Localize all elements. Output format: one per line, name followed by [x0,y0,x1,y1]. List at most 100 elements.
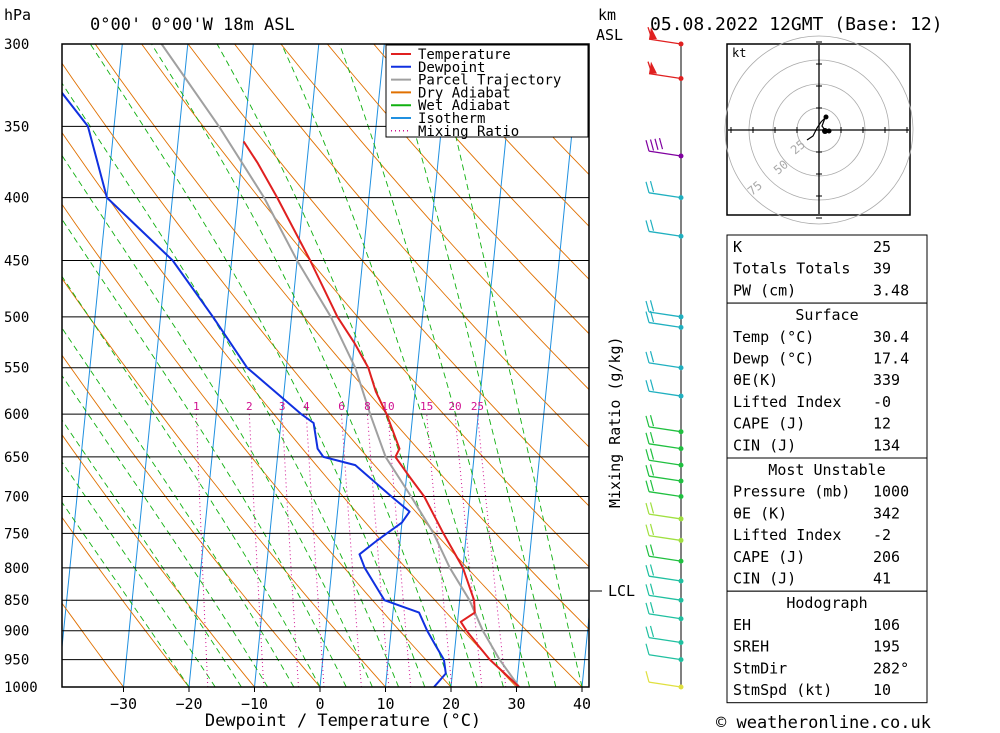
index-label: Dewp (°C) [733,350,814,368]
pressure-tick-label: 400 [4,191,29,207]
temperature-tick-label: 10 [376,695,394,713]
index-value: 25 [873,238,891,256]
wind-barb [645,502,684,522]
skewt-diagram: hPa 0°00' 0°00'W 18m ASL 300350400450500… [4,6,590,731]
mixing-ratio-line [341,414,362,687]
dewpoint-profile [62,91,447,687]
wind-barb [645,379,684,399]
legend-entry: Mixing Ratio [418,124,519,140]
dry-adiabat-line [141,44,589,568]
index-value: 12 [873,415,891,433]
index-label: PW (cm) [733,281,796,299]
pressure-tick-label: 750 [4,526,29,542]
index-value: 41 [873,570,891,588]
wind-barb [645,180,684,201]
pressure-tick-label: 900 [4,624,29,640]
wind-barb [645,219,684,239]
pressure-tick-label: 950 [4,653,29,669]
dry-adiabat-line [419,44,589,227]
index-value: 342 [873,504,900,522]
wet-adiabat-line [62,419,242,687]
isotherm-line [254,44,320,687]
wind-barb [645,448,684,468]
mixing-ratio-line [387,414,412,687]
wind-barb [645,602,684,622]
legend-entry: Temperature [418,47,511,63]
index-label: Pressure (mb) [733,483,850,501]
surface-title: Surface [795,306,858,324]
temperature-tick-label: −20 [175,695,202,713]
mixing-ratio-tick-label: 10 [381,400,394,413]
index-label: Lifted Index [733,526,841,544]
dry-adiabat-line [326,44,589,335]
isotherm-line [319,44,385,687]
hodograph-ring [724,35,914,225]
isotherm-line [123,44,189,687]
index-label: StmSpd (kt) [733,681,832,699]
temperature-tick-label: 20 [442,695,460,713]
indices-section [726,234,928,304]
mixing-ratio-tick-label: 4 [303,400,310,413]
index-value: 134 [873,436,900,454]
dry-adiabat-line [512,44,589,125]
pressure-tick-label: 650 [4,450,29,466]
index-label: CIN (J) [733,570,796,588]
mixing-ratio-tick-label: 25 [471,400,484,413]
wet-adiabat-line [62,275,321,687]
copyright: © weatheronline.co.uk [716,713,931,733]
hodograph-params-title: Hodograph [786,594,867,612]
mixing-ratio-axis-label: Mixing Ratio (g/kg) [606,336,624,508]
index-label: Lifted Index [733,393,841,411]
index-value: 30.4 [873,328,909,346]
pressure-tick-label: 850 [4,593,29,609]
location-title: 0°00' 0°00'W 18m ASL [90,15,295,35]
index-label: CIN (J) [733,436,796,454]
index-value: 3.48 [873,281,909,299]
dry-adiabat-line [62,354,321,687]
wind-barb [645,583,684,603]
mixing-ratio-line [281,414,299,687]
mixing-ratio-line [248,414,265,687]
pressure-tick-label: 800 [4,561,29,577]
indices-section [726,457,928,592]
temperature-tick-label: −30 [110,695,137,713]
mixing-ratio-tick-label: 20 [448,400,461,413]
height-unit-km: km [598,6,616,24]
wind-barb [645,300,684,320]
legend-entry: Dry Adiabat [418,85,511,101]
pressure-tick-label: 600 [4,407,29,423]
index-value: -2 [873,526,891,544]
indices-section [726,590,928,704]
wind-barb [645,523,684,543]
index-label: EH [733,616,751,634]
dry-adiabat-line [234,44,589,448]
mixing-ratio-line [366,414,390,687]
lcl-label: LCL [608,582,635,600]
mixing-ratio-line [195,414,209,687]
wind-barb [645,464,684,484]
mixing-ratio-tick-label: 8 [364,400,371,413]
wet-adiabat-line [339,44,531,687]
pressure-unit-label: hPa [4,6,31,24]
wind-barb [647,26,684,47]
pressure-tick-label: 300 [4,37,29,53]
wind-barb [645,415,684,435]
wind-barb [645,310,684,330]
wind-barb [645,431,684,452]
wet-adiabat-line [62,154,373,687]
parcel-trajectory-profile [160,44,520,687]
wind-barb [645,137,684,159]
index-value: 1000 [873,483,909,501]
wet-adiabat-line [216,44,478,687]
wind-barb [647,61,684,81]
dry-adiabat-line [559,44,589,76]
index-value: 39 [873,260,891,278]
dry-adiabat-line [62,434,255,687]
index-value: 339 [873,371,900,389]
hodograph-unit: kt [732,46,746,60]
dry-adiabat-line [62,277,386,687]
dry-adiabat-line [280,44,589,391]
index-value: 206 [873,548,900,566]
